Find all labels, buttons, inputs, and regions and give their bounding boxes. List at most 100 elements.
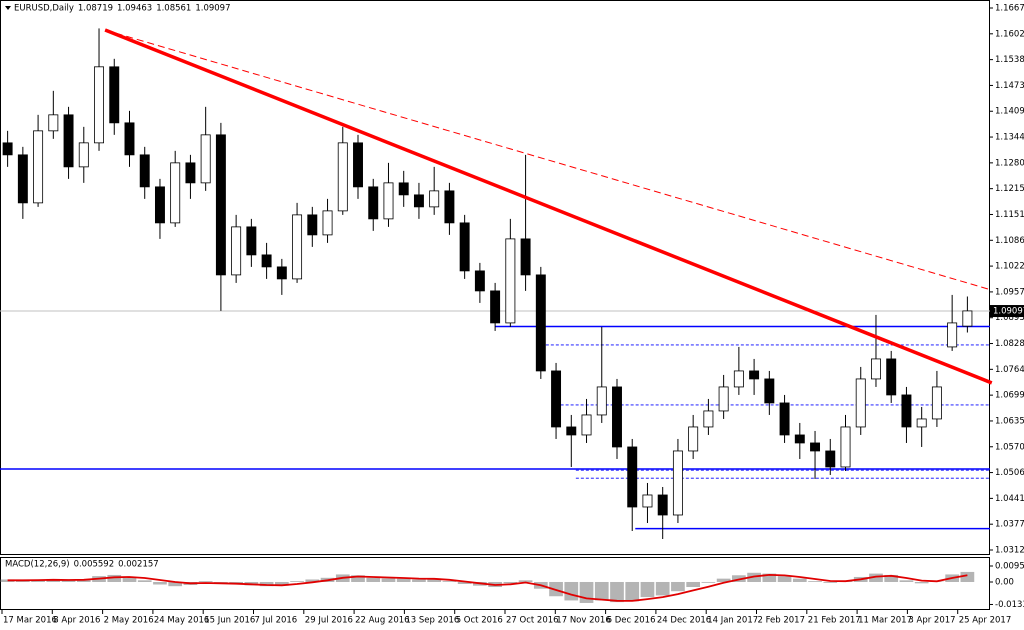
ohlc-value: 1.08561 [156, 4, 191, 14]
macd-bar [640, 581, 655, 598]
macd-bar [716, 578, 731, 582]
candle-body [688, 426, 699, 452]
macd-bar [122, 576, 137, 582]
candle-body [368, 186, 379, 220]
candle-body [505, 238, 516, 324]
macd-bar [76, 579, 91, 582]
macd-bar [960, 571, 975, 582]
candle-body [444, 190, 455, 224]
macd-bar [625, 581, 640, 602]
candle-body [383, 182, 394, 220]
macd-bar [351, 575, 365, 582]
macd-bar [823, 581, 838, 583]
macd-bar [168, 581, 183, 587]
macd-bar [412, 579, 426, 582]
x-tick-label: 11 Mar 2017 [858, 616, 912, 626]
candle-body [566, 426, 577, 436]
candle-body [657, 494, 668, 516]
candle-body [17, 154, 28, 204]
macd-bar [381, 578, 396, 582]
candle-body [886, 358, 897, 396]
candle-body [749, 370, 760, 380]
macd-bar [610, 581, 624, 603]
candle-body [855, 378, 866, 428]
candle-body [398, 182, 409, 196]
x-tick-label: 7 Jul 2016 [255, 616, 298, 626]
macd-bar [503, 581, 518, 584]
macd-bar [518, 580, 533, 582]
candle-body [170, 162, 181, 224]
macd-bar [899, 580, 914, 582]
y-tick-label: 1.10220 [995, 262, 1024, 272]
y-tick-label: 1.11510 [995, 210, 1024, 220]
macd-bar [198, 581, 213, 582]
candle-body [215, 134, 226, 276]
ohlc-value: 1.08719 [78, 4, 113, 14]
candle-body [810, 442, 821, 452]
candle-body [551, 370, 562, 428]
x-tick-label: 25 Apr 2017 [959, 616, 1012, 626]
macd-bar [290, 581, 304, 582]
macd-bar [457, 581, 472, 585]
macd-bar [366, 577, 381, 582]
candle-body [962, 310, 973, 327]
x-tick-label: 13 Sep 2016 [405, 616, 459, 626]
menu-arrow [5, 6, 11, 10]
candle-body [612, 386, 622, 448]
macd-bar [777, 576, 792, 582]
candle-body [947, 322, 958, 348]
macd-bar [259, 581, 274, 587]
macd-bar [579, 581, 594, 603]
candle-body [733, 370, 744, 388]
y-tick-label: 1.08930 [995, 313, 1024, 323]
candle-body [109, 66, 120, 124]
trend-line [104, 29, 992, 291]
candle-body [246, 226, 257, 256]
symbol: EURUSD,Daily [14, 4, 74, 14]
macd-value: 0.005592 [74, 560, 115, 570]
x-tick-label: 24 May 2016 [154, 616, 209, 626]
macd-bar [153, 581, 167, 585]
macd-pane [0, 557, 990, 610]
macd-bar [305, 579, 320, 582]
candle-body [231, 226, 242, 276]
x-tick-label: 27 Oct 2016 [506, 616, 559, 626]
x-tick-label: 29 Jul 2016 [305, 616, 353, 626]
candle-body [78, 142, 89, 168]
macd-bar [686, 581, 701, 588]
macd-bar [274, 581, 289, 586]
trend-line [104, 28, 993, 385]
macd-bar [884, 574, 899, 582]
y-tick-label: 1.03770 [995, 520, 1024, 530]
candle-body [901, 394, 912, 428]
ohlc-value: 1.09463 [117, 4, 152, 14]
x-tick-label: 6 Dec 2016 [607, 616, 656, 626]
macd-y-tick-label: -0.013399 [995, 600, 1024, 610]
candle-body [185, 162, 196, 184]
x-tick-label: 15 Jun 2016 [204, 616, 255, 626]
y-tick-label: 1.14735 [995, 81, 1024, 91]
candle-body [154, 186, 165, 224]
candle-body [261, 254, 272, 268]
candle-body [139, 154, 150, 188]
macd-y-tick-label: 0.009527 [995, 562, 1024, 572]
candle-body [474, 270, 485, 292]
candle-body [581, 414, 592, 436]
candle-body [916, 418, 927, 428]
macd-signal [7, 573, 968, 602]
macd-y-tick-label: 0.00 [995, 577, 1014, 587]
y-tick-label: 1.10865 [995, 236, 1024, 246]
y-tick-label: 1.09575 [995, 287, 1024, 297]
candle-body [718, 386, 729, 412]
macd-bar [15, 580, 30, 582]
x-tick-label: 5 Oct 2016 [456, 616, 503, 626]
macd-bar [564, 581, 579, 601]
y-tick-label: 1.14090 [995, 107, 1024, 117]
macd-header: MACD(12,26,9) 0.005592 0.002157 [5, 560, 159, 570]
candle-body [871, 358, 881, 380]
candle-body [33, 130, 44, 204]
candle-body [276, 266, 287, 280]
candle-body [596, 386, 607, 416]
y-tick-label: 1.16670 [995, 4, 1024, 14]
